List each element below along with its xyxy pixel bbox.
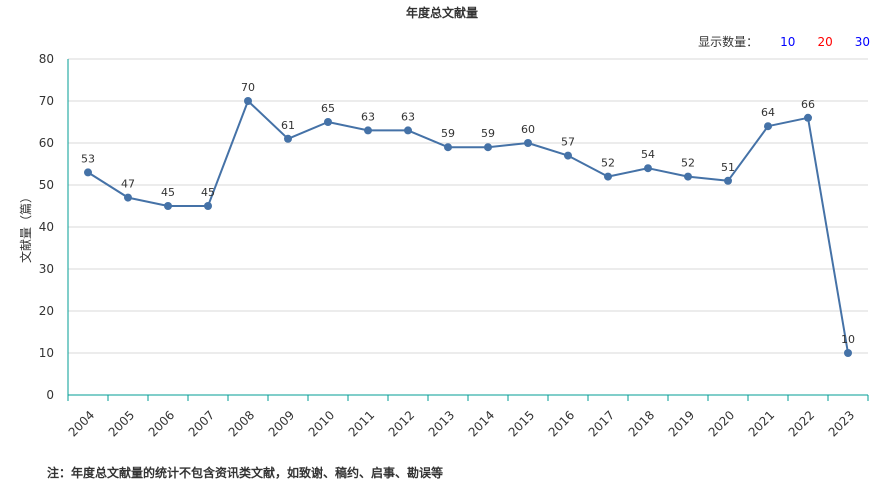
data-label: 61 — [281, 119, 295, 132]
y-tick-label: 10 — [39, 346, 54, 360]
data-point — [204, 202, 212, 210]
data-label: 66 — [801, 98, 815, 111]
data-label: 54 — [641, 148, 655, 161]
y-tick-label: 80 — [39, 52, 54, 66]
x-tick-label: 2022 — [786, 408, 817, 439]
x-tick-label: 2012 — [386, 408, 417, 439]
display-count-selector: 显示数量： 10 20 30 — [698, 33, 870, 50]
data-label: 63 — [401, 110, 415, 123]
display-count-option-20[interactable]: 20 — [817, 34, 833, 49]
y-tick-label: 0 — [46, 388, 54, 402]
x-tick-label: 2020 — [706, 408, 737, 439]
data-point — [84, 168, 92, 177]
x-tick-label: 2015 — [506, 408, 537, 439]
footnote: 注：年度总文献量的统计不包含资讯类文献，如致谢、稿约、启事、勘误等 — [47, 466, 444, 480]
data-label: 10 — [841, 333, 855, 346]
x-tick-label: 2021 — [746, 408, 777, 439]
x-tick-label: 2018 — [626, 408, 657, 439]
data-label: 57 — [561, 136, 575, 149]
data-label: 65 — [321, 102, 335, 115]
data-point — [724, 176, 732, 185]
display-count-label: 显示数量： — [698, 35, 759, 49]
data-point — [524, 139, 532, 147]
data-point — [484, 143, 492, 152]
data-point — [644, 164, 652, 173]
x-tick-label: 2023 — [826, 408, 857, 439]
data-label: 59 — [441, 127, 455, 140]
series-line — [87, 100, 849, 354]
data-point — [244, 97, 252, 105]
data-label: 60 — [521, 123, 535, 136]
x-tick-label: 2009 — [266, 408, 297, 439]
y-axis-title: 文献量（篇） — [18, 191, 33, 263]
data-label: 45 — [161, 186, 175, 199]
y-tick-label: 70 — [39, 94, 54, 108]
chart-title: 年度总文献量 — [405, 6, 478, 20]
x-tick-label: 2017 — [586, 408, 617, 439]
data-label: 51 — [721, 161, 735, 174]
data-label: 64 — [761, 106, 775, 119]
data-label: 59 — [481, 127, 495, 140]
x-tick-label: 2014 — [466, 408, 497, 439]
x-tick-label: 2011 — [346, 408, 377, 439]
x-tick-label: 2019 — [666, 408, 697, 439]
data-point — [604, 172, 612, 181]
y-tick-label: 40 — [39, 220, 54, 234]
x-tick-label: 2004 — [66, 408, 97, 439]
data-label: 47 — [121, 178, 135, 191]
data-point — [124, 193, 132, 202]
x-tick-label: 2005 — [106, 408, 137, 439]
y-tick-label: 20 — [39, 304, 54, 318]
y-tick-label: 60 — [39, 136, 54, 150]
display-count-option-10[interactable]: 10 — [780, 34, 796, 49]
data-point — [684, 172, 692, 181]
display-count-option-30[interactable]: 30 — [854, 34, 870, 49]
data-point — [284, 134, 292, 143]
x-tick-label: 2007 — [186, 408, 217, 439]
data-label: 70 — [241, 81, 255, 94]
data-label: 52 — [681, 157, 695, 170]
data-point — [764, 122, 772, 131]
x-tick-label: 2006 — [146, 408, 177, 439]
y-tick-label: 50 — [39, 178, 54, 192]
x-tick-label: 2013 — [426, 408, 457, 439]
y-tick-label: 30 — [39, 262, 54, 276]
data-point — [164, 202, 172, 210]
data-label: 52 — [601, 157, 615, 170]
data-point — [804, 113, 812, 122]
data-point — [844, 349, 852, 357]
data-point — [404, 126, 412, 135]
x-tick-label: 2008 — [226, 408, 257, 439]
x-tick-label: 2010 — [306, 408, 337, 439]
data-point — [364, 126, 372, 135]
data-label: 53 — [81, 152, 95, 165]
data-label: 45 — [201, 186, 215, 199]
data-label: 63 — [361, 110, 375, 123]
data-point — [444, 143, 452, 152]
data-point — [564, 151, 572, 160]
x-tick-label: 2016 — [546, 408, 577, 439]
data-point — [324, 118, 332, 126]
